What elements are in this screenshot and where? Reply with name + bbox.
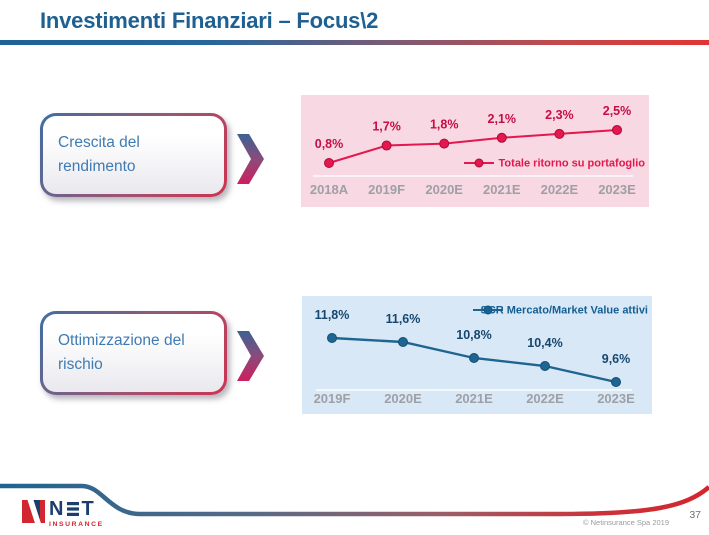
svg-text:2019F: 2019F — [368, 182, 405, 197]
line-chart-scr: 11,8% 2019F 11,6% 2020E 10,8% 2021E 10,4% 2022E… — [314, 305, 648, 407]
svg-text:2023E: 2023E — [598, 182, 636, 197]
net-insurance-logo-icon — [22, 500, 45, 523]
svg-text:2,5%: 2,5% — [603, 104, 632, 118]
chart-panel-ritorno-portafoglio: 0,8% 2018A 1,7% 2019F 1,8% 2020E 2,1% 2021E 2,3%… — [301, 95, 649, 207]
svg-text:2,1%: 2,1% — [488, 112, 517, 126]
svg-text:2022E: 2022E — [541, 182, 579, 197]
title-underline — [0, 40, 709, 45]
svg-text:2022E: 2022E — [526, 391, 564, 406]
svg-text:1,7%: 1,7% — [372, 120, 401, 134]
net-insurance-logo: N T INSURANCE — [22, 499, 104, 528]
callout-crescita-rendimento: Crescita del rendimento — [40, 113, 227, 197]
svg-text:2018A: 2018A — [310, 182, 349, 197]
svg-text:2019F: 2019F — [314, 391, 351, 406]
logo-wordmark: N T — [49, 499, 104, 519]
svg-text:2021E: 2021E — [483, 182, 521, 197]
footer-swoosh-line — [0, 483, 709, 517]
svg-text:1,8%: 1,8% — [430, 118, 459, 132]
callout-label: Crescita del rendimento — [58, 133, 140, 175]
svg-text:2020E: 2020E — [425, 182, 463, 197]
callout-ottimizzazione-rischio: Ottimizzazione del rischio — [40, 311, 227, 395]
svg-text:9,6%: 9,6% — [602, 352, 631, 366]
logo-text: N T INSURANCE — [49, 499, 104, 528]
svg-text:2021E: 2021E — [455, 391, 493, 406]
logo-letter-t: T — [81, 498, 96, 520]
svg-text:2020E: 2020E — [384, 391, 422, 406]
page-title: Investimenti Finanziari – Focus\2 — [40, 8, 379, 33]
page-number: 37 — [689, 509, 701, 521]
callout-inner: Crescita del rendimento — [43, 116, 224, 194]
svg-text:2023E: 2023E — [597, 391, 635, 406]
chevron-right-icon — [237, 134, 264, 184]
svg-text:SCR Mercato/Market Value attiv: SCR Mercato/Market Value attivi — [480, 305, 648, 317]
callout-label: Ottimizzazione del rischio — [58, 331, 185, 373]
logo-letter-n: N — [49, 498, 66, 520]
svg-text:0,8%: 0,8% — [315, 137, 344, 151]
copyright-text: © Netinsurance Spa 2019 — [583, 518, 669, 527]
svg-text:11,8%: 11,8% — [315, 308, 350, 322]
svg-text:10,4%: 10,4% — [527, 336, 562, 350]
svg-text:Totale ritorno su portafoglio: Totale ritorno su portafoglio — [499, 158, 646, 170]
chart-panel-scr-mercato: 11,8% 2019F 11,6% 2020E 10,8% 2021E 10,4% 2022E… — [302, 296, 652, 414]
callout-inner: Ottimizzazione del rischio — [43, 314, 224, 392]
chevron-right-icon — [237, 331, 264, 381]
logo-subtitle: INSURANCE — [49, 521, 104, 528]
svg-text:11,6%: 11,6% — [386, 312, 421, 326]
svg-text:2,3%: 2,3% — [545, 108, 574, 122]
svg-text:10,8%: 10,8% — [456, 328, 491, 342]
logo-e-bars-icon — [67, 502, 80, 516]
line-chart-ritorno: 0,8% 2018A 1,7% 2019F 1,8% 2020E 2,1% 2021E 2,3%… — [310, 104, 646, 197]
